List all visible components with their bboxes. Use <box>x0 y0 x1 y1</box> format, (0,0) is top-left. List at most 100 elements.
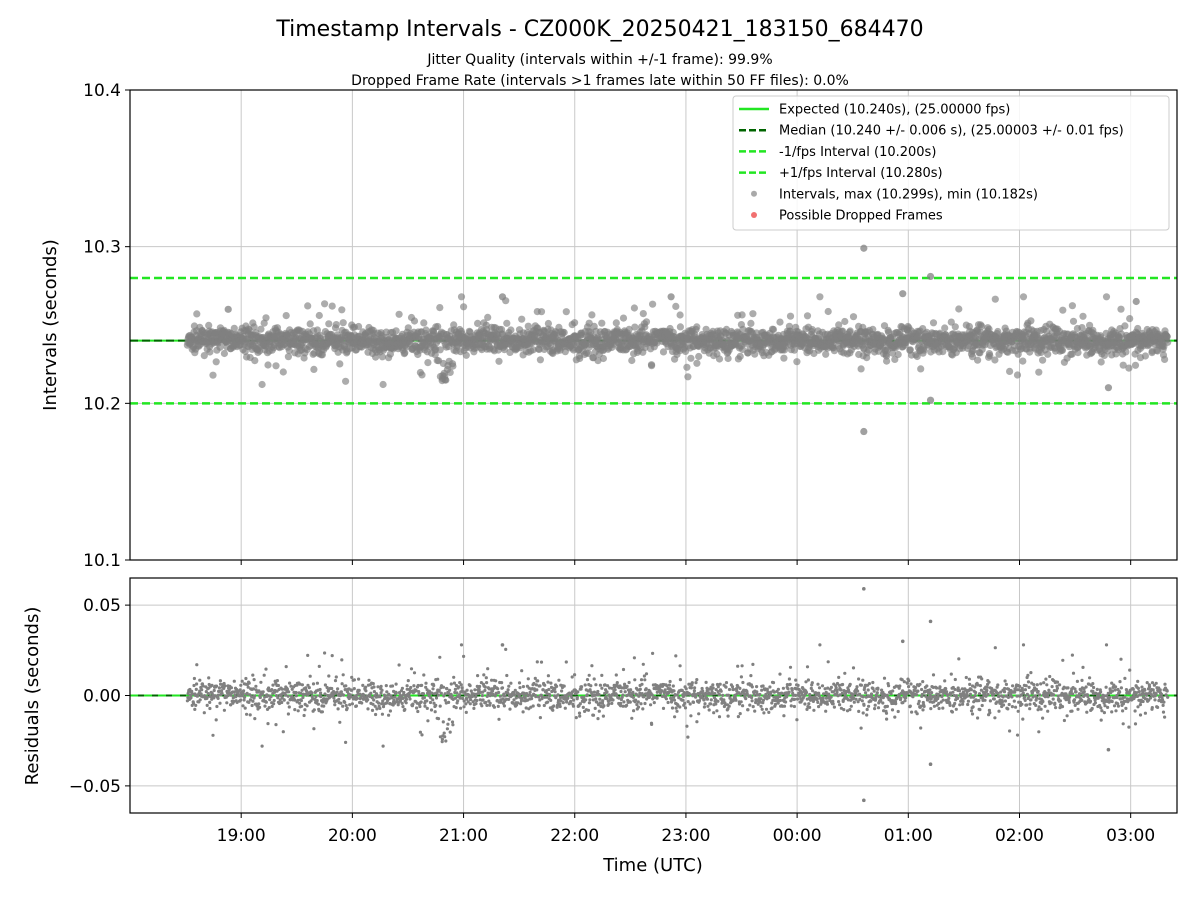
residual-point <box>318 687 322 692</box>
residual-point <box>837 675 841 680</box>
residual-point <box>498 694 502 698</box>
residual-point <box>220 689 224 693</box>
residual-point <box>1016 709 1020 713</box>
residual-point <box>344 740 348 745</box>
interval-point <box>882 352 891 360</box>
residual-point <box>921 708 925 712</box>
residual-point <box>432 701 436 705</box>
residual-point <box>960 687 964 691</box>
residual-point <box>788 682 792 687</box>
residual-point <box>564 660 568 664</box>
residual-point <box>195 682 199 686</box>
residual-point <box>678 678 683 682</box>
residual-point <box>697 712 701 716</box>
residual-point <box>238 688 242 692</box>
interval-point <box>1122 348 1130 356</box>
residual-point <box>275 679 279 683</box>
residual-point <box>590 664 594 668</box>
residual-point <box>370 708 375 713</box>
interval-point <box>599 354 608 363</box>
residual-point <box>200 688 204 692</box>
residual-point <box>435 691 439 695</box>
residual-point <box>767 696 771 700</box>
residual-point <box>977 692 982 696</box>
interval-point <box>693 323 701 331</box>
residual-point <box>751 705 755 709</box>
residual-point <box>374 692 379 696</box>
residual-point <box>925 684 929 688</box>
residual-point <box>380 712 384 716</box>
residual-point <box>572 698 576 702</box>
residual-point <box>901 701 905 705</box>
residual-point <box>917 699 921 704</box>
residual-point <box>462 705 466 709</box>
residual-point <box>847 690 851 694</box>
residual-point <box>288 681 292 685</box>
residual-point <box>465 688 469 692</box>
residual-point <box>949 693 953 697</box>
interval-point <box>769 325 778 334</box>
residual-point <box>670 698 674 702</box>
residual-point <box>332 696 336 700</box>
residual-point <box>588 698 592 702</box>
residual-point <box>832 705 837 709</box>
residual-point <box>910 710 914 714</box>
residual-point <box>816 700 820 705</box>
residual-point <box>239 683 243 687</box>
residual-point <box>1020 702 1024 706</box>
residual-point <box>408 697 412 701</box>
residual-point <box>902 680 906 684</box>
residual-point <box>375 707 379 711</box>
intervals-y-axis-label: Intervals (seconds) <box>40 239 61 411</box>
residual-point <box>461 696 465 701</box>
residual-point <box>334 675 338 679</box>
interval-point <box>257 325 265 333</box>
residual-point <box>778 698 782 703</box>
residual-point <box>787 690 791 694</box>
residual-point <box>212 688 216 693</box>
residual-point <box>767 710 771 715</box>
residual-point <box>578 714 582 718</box>
residual-point <box>979 688 984 692</box>
residual-point <box>1012 699 1016 703</box>
residual-point <box>739 700 743 704</box>
residual-point <box>296 698 300 702</box>
residual-point <box>911 695 915 699</box>
residual-point <box>615 681 619 685</box>
residual-point <box>786 687 790 691</box>
residual-point <box>1004 682 1009 687</box>
interval-point <box>462 351 470 359</box>
residual-point <box>526 677 530 681</box>
residual-point <box>726 693 731 697</box>
residual-point <box>343 688 347 692</box>
legend-entry-label: Intervals, max (10.299s), min (10.182s) <box>779 187 1038 202</box>
residual-point <box>381 705 386 709</box>
residual-point <box>1001 695 1005 699</box>
interval-point <box>786 312 795 320</box>
residual-point <box>339 701 343 705</box>
residual-point <box>871 686 875 691</box>
residual-point <box>817 694 821 698</box>
residual-point <box>400 686 404 690</box>
residual-point <box>871 680 875 685</box>
residual-point <box>516 701 520 705</box>
residual-point <box>319 691 323 695</box>
residual-point <box>438 655 442 659</box>
residual-point <box>740 664 744 668</box>
residual-point <box>937 701 941 706</box>
residual-point <box>258 705 262 710</box>
residual-point <box>771 681 776 685</box>
residual-point <box>861 678 865 682</box>
residual-point <box>936 695 940 699</box>
residual-point <box>272 698 276 703</box>
residual-point <box>372 685 376 689</box>
residual-point <box>1023 695 1027 699</box>
residual-point <box>192 683 196 688</box>
interval-point <box>1119 361 1127 369</box>
legend-box <box>732 95 1170 231</box>
residual-point <box>726 707 730 711</box>
residual-point <box>664 697 669 701</box>
residual-point <box>340 658 344 662</box>
interval-point <box>808 326 816 334</box>
residual-point <box>585 678 590 682</box>
